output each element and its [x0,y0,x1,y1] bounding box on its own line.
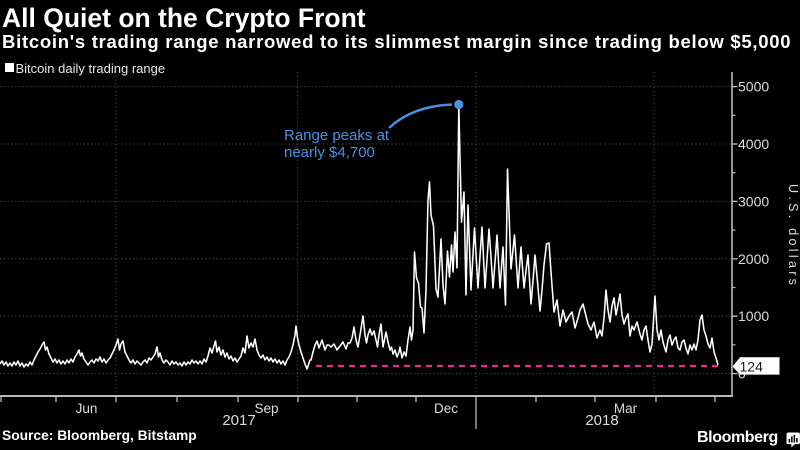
svg-text:2000: 2000 [738,251,769,267]
svg-text:124: 124 [740,358,764,374]
svg-text:3000: 3000 [738,193,769,209]
svg-text:1000: 1000 [738,308,769,324]
svg-text:4000: 4000 [738,136,769,152]
svg-text:5000: 5000 [738,79,769,95]
